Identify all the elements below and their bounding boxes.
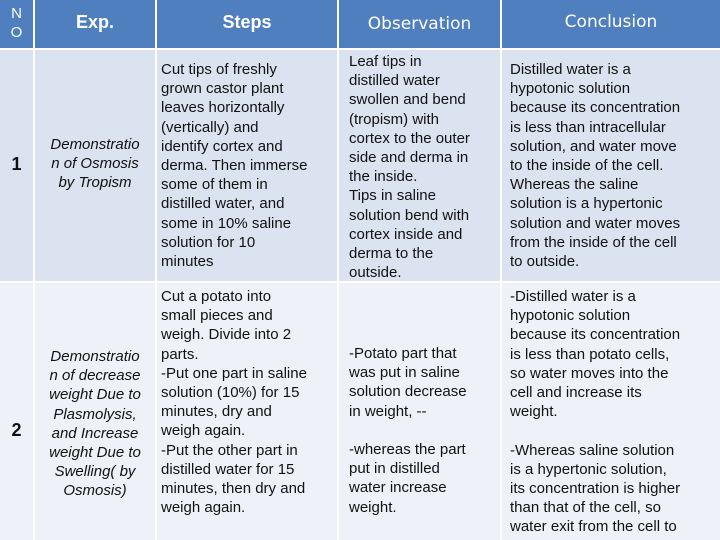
table-row-1-conclusion: Distilled water is a hypotonic solution … [502,50,720,281]
table-row-1-exp: Demonstratio n of Osmosis by Tropism [35,50,155,281]
header-cell-no: N O [0,0,33,48]
header-cell-conclusion: Conclusion [502,0,720,48]
header-no-label: N O [10,5,23,41]
header-conclusion-label: Conclusion [564,12,658,32]
row-observation-text: -Potato part that was put in saline solu… [349,345,467,516]
table-row-2-exp: Demonstratio n of decrease weight Due to… [35,283,155,540]
row-conclusion-text: Distilled water is a hypotonic solution … [510,61,681,271]
table-row-1-steps: Cut tips of freshly grown castor plant l… [157,50,337,281]
table-row-1-no: 1 [0,50,33,281]
table-row-2-observation: -Potato part that was put in saline solu… [339,283,500,540]
table-row-2-steps: Cut a potato into small pieces and weigh… [157,283,337,540]
row-number: 2 [11,420,22,440]
row-steps-text: Cut tips of freshly grown castor plant l… [161,61,308,271]
row-exp-text: Demonstratio n of decrease weight Due to… [49,348,141,500]
header-cell-exp: Exp. [35,0,155,48]
row-exp-text: Demonstratio n of Osmosis by Tropism [50,136,140,192]
header-cell-steps: Steps [157,0,337,48]
row-conclusion-text: -Distilled water is a hypotonic solution… [510,288,681,536]
header-steps-label: Steps [222,12,272,32]
row-number: 1 [11,154,22,174]
row-observation-text: Leaf tips in distilled water swollen and… [349,53,470,281]
table-row-2-no: 2 [0,283,33,540]
header-observation-label: Observation [367,14,472,34]
table-row-2-conclusion: -Distilled water is a hypotonic solution… [502,283,720,540]
row-steps-text: Cut a potato into small pieces and weigh… [161,288,307,517]
table-row-1-observation: Leaf tips in distilled water swollen and… [339,50,500,281]
header-cell-observation: Observation [339,0,500,48]
header-exp-label: Exp. [75,12,114,32]
